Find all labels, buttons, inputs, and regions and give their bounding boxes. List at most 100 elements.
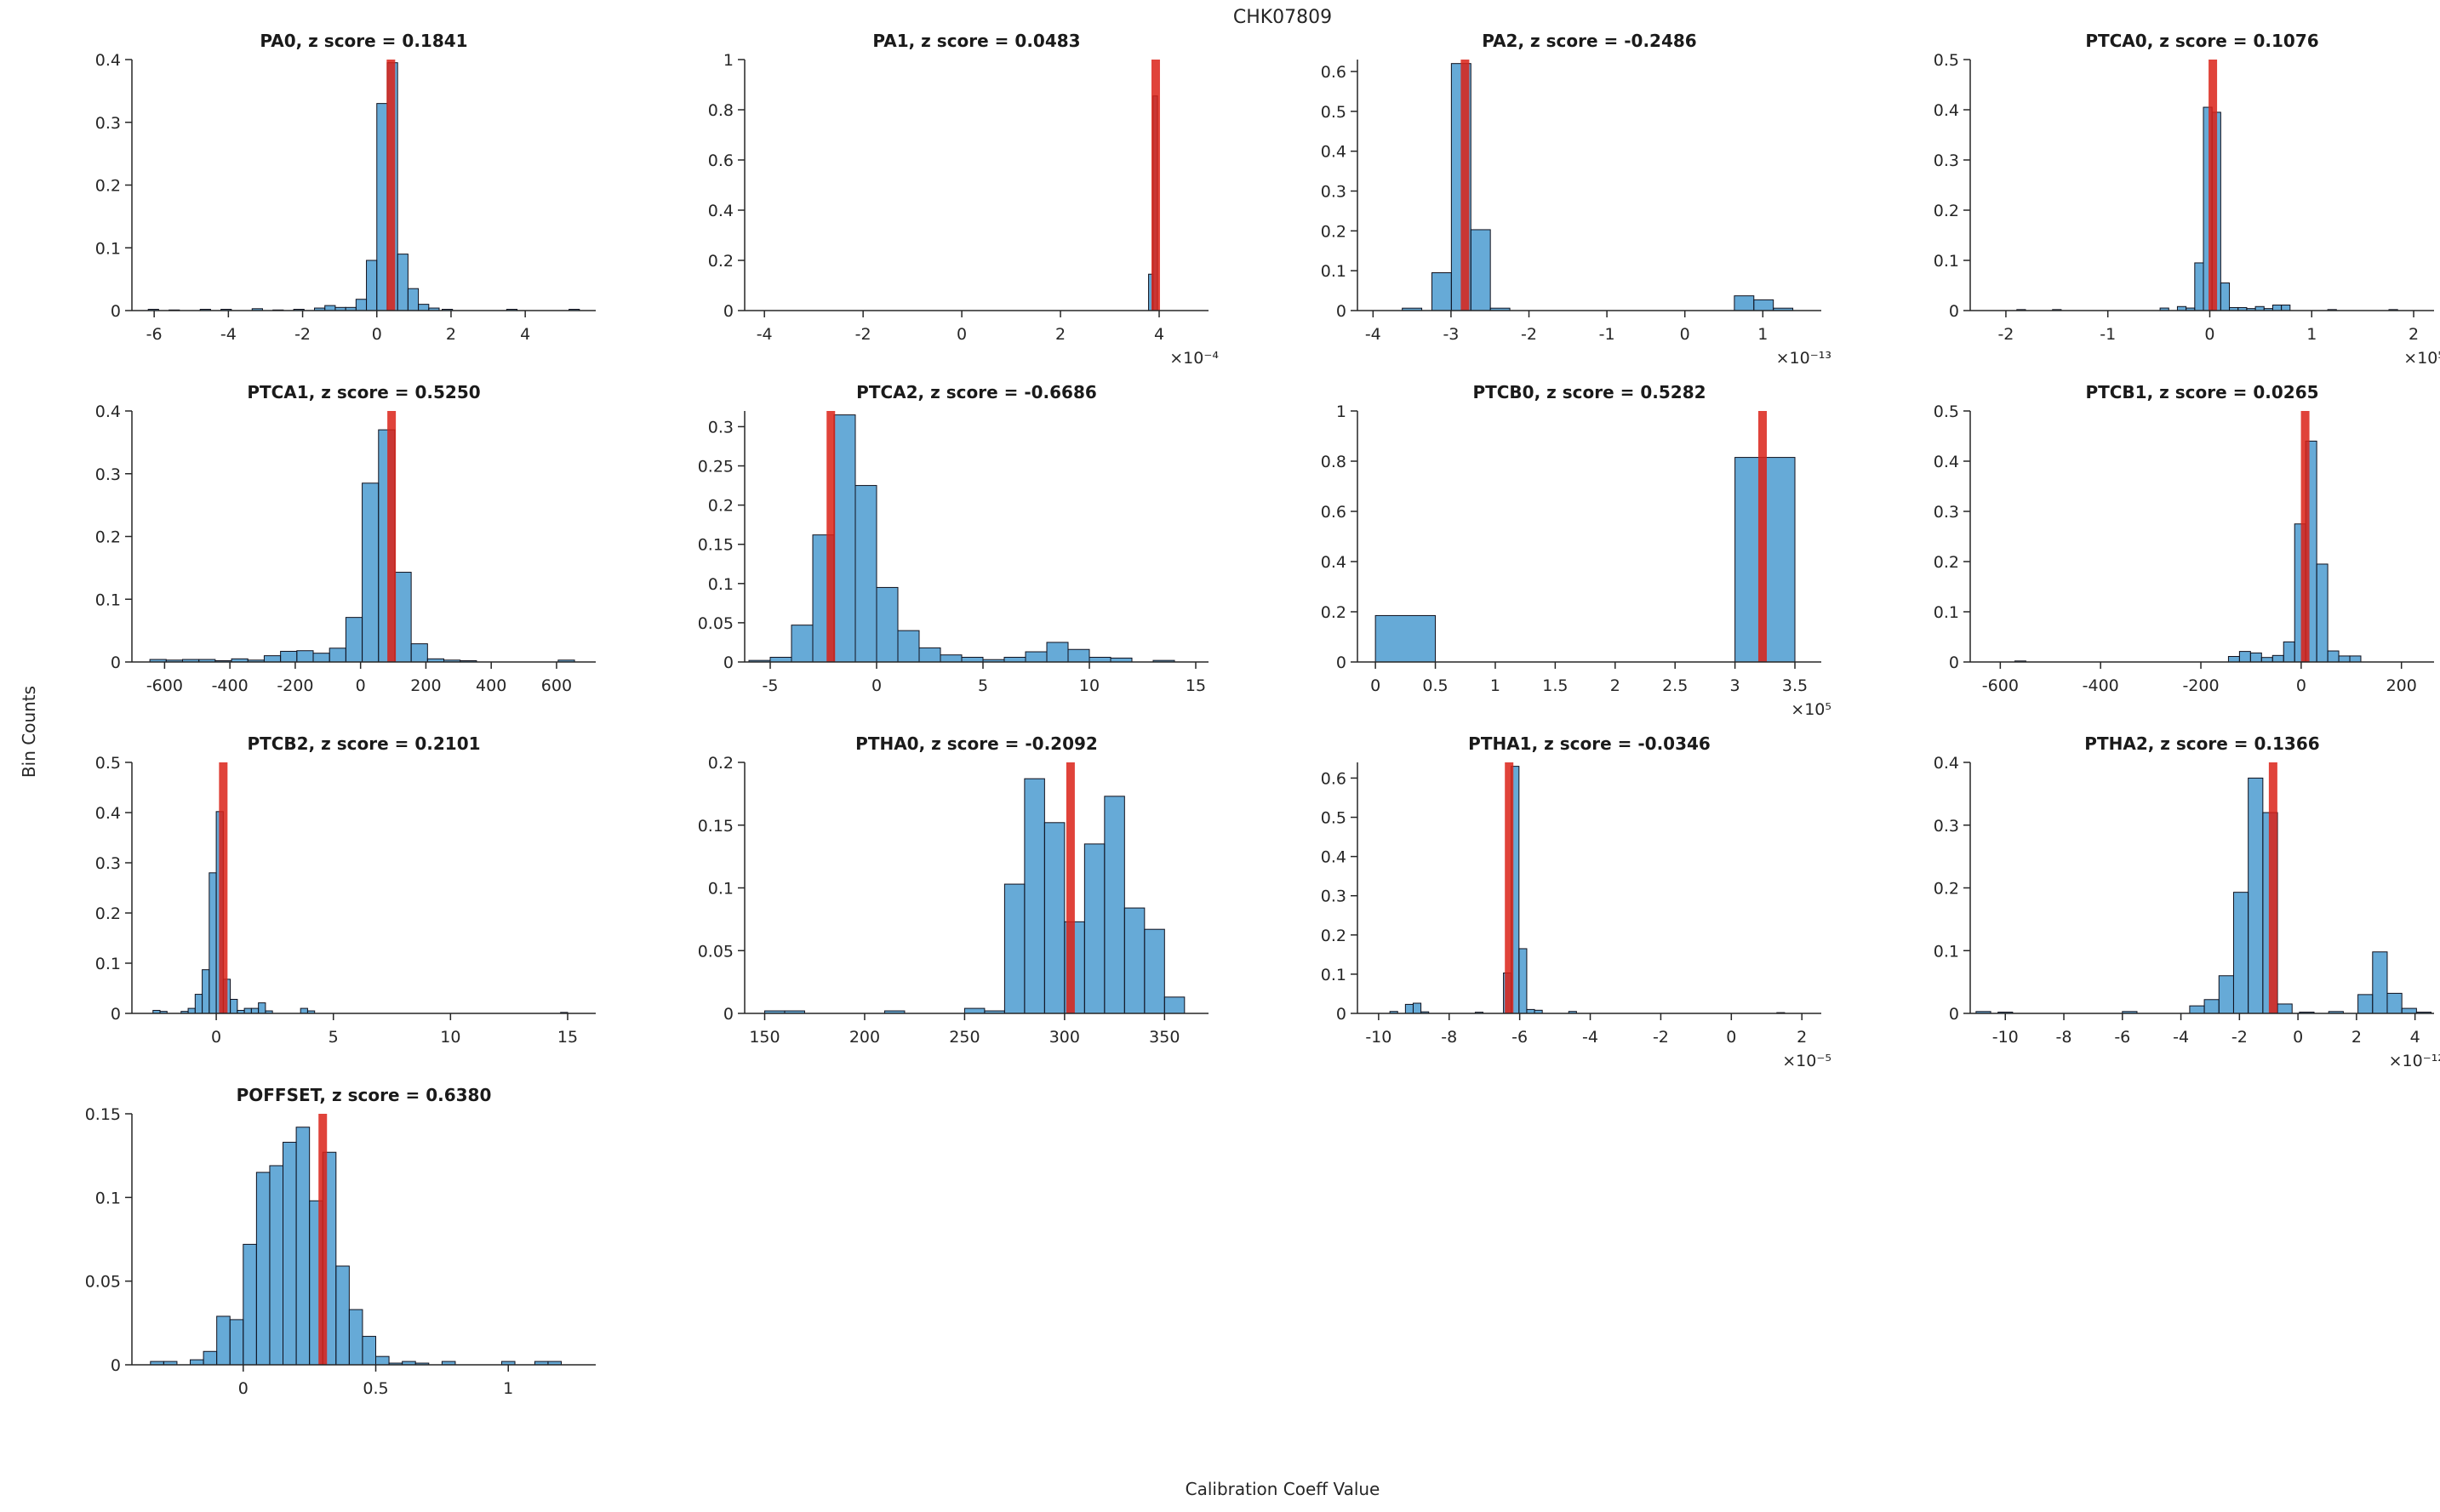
z-score-marker-line <box>387 411 397 662</box>
y-tick-label: 0.8 <box>708 101 734 120</box>
y-tick-label: 0 <box>1949 653 1959 672</box>
x-tick-label: 250 <box>949 1028 980 1047</box>
histogram-bar <box>1089 656 1111 663</box>
x-tick-label: 0 <box>356 676 366 695</box>
x-tick-label: 3 <box>1730 676 1740 695</box>
y-tick-label: 0.2 <box>1321 603 1346 622</box>
histogram-bar <box>2338 655 2351 663</box>
y-tick-label: 0.8 <box>1321 453 1346 471</box>
histogram-bar <box>1753 299 1774 311</box>
histogram-bar <box>2249 652 2262 663</box>
z-score-marker-line <box>1066 762 1075 1013</box>
histogram-bar <box>1003 883 1026 1014</box>
histogram-bar <box>1003 656 1026 663</box>
histogram-canvas: 0 0.05 0.1 0.15 0 0.5 1 <box>85 1105 596 1398</box>
axis-exponent-label: ×10⁻⁴ <box>1169 349 1219 368</box>
y-tick-label: 0.1 <box>95 1189 121 1207</box>
x-tick-label: 2 <box>2409 325 2419 344</box>
histogram-bar <box>355 299 368 311</box>
subplot-title: PTHA0, z score = -0.2092 <box>855 733 1098 754</box>
x-tick-label: 150 <box>749 1028 780 1047</box>
x-tick-label: -400 <box>212 676 249 695</box>
histogram-bar <box>769 656 792 663</box>
x-tick-label: 0 <box>238 1379 249 1398</box>
x-tick-label: 1 <box>2306 325 2317 344</box>
x-tick-label: -4 <box>757 325 773 344</box>
histogram-bar <box>2357 994 2374 1014</box>
z-score-marker-line <box>1757 411 1767 662</box>
x-tick-label: 3.5 <box>1782 676 1808 695</box>
y-tick-label: 0 <box>723 653 734 672</box>
x-tick-label: -8 <box>2056 1028 2072 1047</box>
histogram-canvas: 0 0.05 0.1 0.15 0.2 150 200 250 300 350 <box>698 754 1209 1047</box>
histogram-bar <box>1067 648 1090 663</box>
z-score-marker-line <box>826 411 836 662</box>
z-score-marker-line <box>386 60 396 311</box>
x-tick-label: 0 <box>2204 325 2214 344</box>
histogram-bar <box>2271 654 2284 663</box>
y-tick-label: 0.4 <box>1321 553 1346 572</box>
subplot-title: PTCB0, z score = 0.5282 <box>1472 382 1706 402</box>
histogram-canvas: 0 0.05 0.1 0.15 0.2 0.25 0.3 -5 0 5 10 15 <box>698 411 1209 695</box>
subplot-title: PA0, z score = 0.1841 <box>260 31 468 51</box>
y-tick-label: 0 <box>723 1005 734 1024</box>
subplot-title: PTCB2, z score = 0.2101 <box>247 733 481 754</box>
histogram-bar <box>300 1007 308 1014</box>
histogram-bar <box>918 647 941 663</box>
histogram-bar <box>833 414 856 663</box>
x-tick-label: 0 <box>372 325 382 344</box>
x-tick-label: 15 <box>557 1028 578 1047</box>
histogram-bar <box>312 653 330 663</box>
axis-exponent-label: ×10⁵ <box>1791 700 1831 719</box>
histogram-bar <box>243 1007 252 1014</box>
x-tick-label: -200 <box>2182 676 2219 695</box>
histogram-canvas: 0 0.2 0.4 0.6 0.8 1 0 0.5 1 1.5 2 2.5 3 3.5 ×10⁵ <box>1321 402 1831 719</box>
histogram-bar <box>250 1007 260 1014</box>
y-tick-label: 0.5 <box>1934 51 1959 70</box>
y-tick-label: 0.1 <box>1934 603 1959 622</box>
y-tick-label: 0.3 <box>95 114 121 133</box>
y-tick-label: 0.4 <box>95 402 121 421</box>
x-axis-label: Calibration Coeff Value <box>1185 1479 1380 1499</box>
y-tick-label: 0.15 <box>85 1105 121 1124</box>
histogram-bar <box>229 1319 244 1366</box>
histogram-bar <box>854 485 877 663</box>
histogram-bar <box>2218 975 2234 1014</box>
z-score-marker-line <box>2300 411 2310 662</box>
subplot-ptha0: PTHA0, z score = -0.2092 0 0.05 0.1 0.15 0.2… <box>647 722 1268 1074</box>
subplot-pa2: PA2, z score = -0.2486 0 0.1 0.2 0.3 0.4 0.5 0… <box>1260 19 1881 371</box>
y-tick-label: 0 <box>111 302 121 321</box>
y-tick-label: 0.3 <box>1321 183 1346 202</box>
histogram-bar <box>375 1355 390 1366</box>
histogram-bar <box>2277 1003 2293 1014</box>
histogram-canvas: 0 0.1 0.2 0.3 0.4 0.5 0 5 10 15 <box>95 754 596 1047</box>
histogram-bar <box>194 994 203 1014</box>
y-tick-label: 0.2 <box>1934 880 1959 899</box>
histogram-bar <box>258 1002 266 1014</box>
y-tick-label: 0.6 <box>708 151 734 170</box>
histogram-bar <box>295 1127 311 1366</box>
x-tick-label: 2.5 <box>1662 676 1688 695</box>
y-tick-label: 0 <box>111 1356 121 1375</box>
y-tick-label: 0 <box>1336 302 1346 321</box>
x-tick-label: 0 <box>211 1028 221 1047</box>
histogram-canvas: 0 0.1 0.2 0.3 0.4 -10 -8 -6 -4 -2 0 2 4 ×10⁻¹² <box>1934 754 2440 1070</box>
y-tick-label: 0.1 <box>1321 262 1346 281</box>
y-tick-label: 0.4 <box>95 804 121 823</box>
x-tick-label: -3 <box>1443 325 1459 344</box>
histogram-bar <box>2189 1005 2205 1014</box>
histogram-bar <box>1144 928 1165 1014</box>
subplot-title: PTCA0, z score = 0.1076 <box>2085 31 2319 51</box>
y-tick-label: 0 <box>1336 653 1346 672</box>
histogram-bar <box>2220 282 2231 311</box>
histogram-bar <box>1163 996 1186 1014</box>
histogram-bar <box>209 872 217 1014</box>
x-tick-label: -4 <box>1365 325 1381 344</box>
subplot-title: PA2, z score = -0.2486 <box>1482 31 1697 51</box>
y-tick-label: 0 <box>1949 1005 1959 1024</box>
x-tick-label: -6 <box>1511 1028 1528 1047</box>
histogram-bar <box>2401 1007 2417 1014</box>
subplot-title: PTCA2, z score = -0.6686 <box>856 382 1097 402</box>
y-tick-label: 1 <box>1336 402 1346 421</box>
z-score-marker-line <box>219 762 228 1013</box>
